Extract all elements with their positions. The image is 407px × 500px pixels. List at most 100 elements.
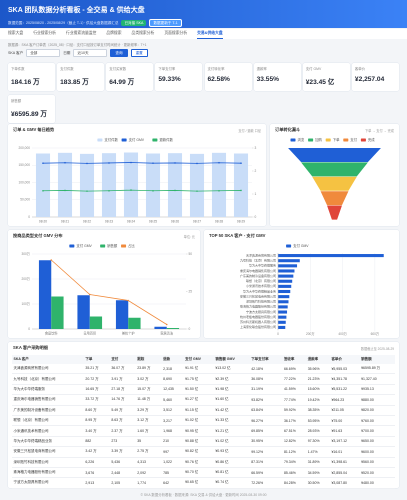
table-cell: 20.72 万 (83, 373, 110, 385)
table-cell: 67.51% (282, 425, 307, 437)
table-cell: 85.46% (282, 467, 307, 479)
table-cell: 15.07 万 (135, 384, 162, 396)
kpi-value: ¥23.45 亿 (305, 79, 335, 86)
kpi-value: 62.58% (207, 76, 230, 83)
tab[interactable]: 品类搜索分析 (131, 31, 155, 35)
kpi-card: 客单价 ¥2,257.04 (351, 63, 399, 91)
legend-swatch (100, 244, 106, 248)
table-cell: 3,676 (83, 467, 110, 479)
filter-select[interactable]: 近10天 (73, 49, 108, 58)
chart-note: 下单 → 支付 → 完成 (364, 128, 394, 133)
table-cell: 19.42% (306, 394, 330, 406)
column-header: 签收率 (282, 355, 307, 364)
table-cell: ¥1.02 亿 (183, 415, 214, 427)
table-cell: 36.07 万 (109, 364, 136, 375)
y-tick-label: 珠海格力电器股份有限公司 (240, 304, 276, 309)
point (152, 162, 154, 164)
point (42, 162, 44, 164)
chart-panel: TOP 50 SKA 客户 - 支付 GMV 支付 GMV 0 200万 400万 600… (204, 230, 399, 338)
table-cell: 小米通讯技术有限公司 (12, 425, 84, 437)
table-cell: ¥0.74 亿 (213, 477, 250, 489)
y-tick-label: 苏州科沃斯机器人有限公司 (240, 319, 276, 324)
tab[interactable]: 搜索大盘 (8, 31, 24, 35)
column-header: SKA 客户 (12, 355, 84, 364)
tab[interactable]: 页面搜索分析 (164, 31, 188, 35)
table-cell: ¥1.02 亿 (213, 436, 250, 448)
table-cell: 5,460 (161, 394, 184, 406)
table-cell: 8.60 万 (83, 405, 110, 416)
x-tick-label: 08-27 (193, 219, 201, 223)
table-cell: 安徽三只松鼠电商有限公司 (12, 446, 84, 458)
table-cell: 66.69% (282, 364, 307, 375)
table-cell: 11.48 万 (135, 394, 162, 406)
table-cell: 77.74% (282, 394, 307, 406)
table-cell: 深圳拓竹科技有限公司 (12, 457, 84, 468)
column-header: 客单价 (329, 355, 360, 364)
table-cell: 87.31% (249, 457, 283, 468)
table-cell: 882 (83, 436, 110, 448)
table-cell: 36.17% (282, 415, 307, 427)
tab[interactable]: 行业搜索流量监控 (65, 31, 97, 35)
funnel-stage (288, 148, 381, 162)
table-cell: ¥650.00 (359, 436, 395, 448)
y-tick-label: 150,000 (18, 163, 30, 167)
filter-select[interactable]: 全部 (26, 49, 61, 58)
x-tick-label: 08-29 (237, 219, 245, 223)
funnel-stage (327, 205, 342, 220)
line (42, 162, 242, 164)
table-cell: 1,774 (135, 477, 162, 489)
table-cell: 1,022 (161, 457, 184, 468)
y-tick-label: 九号科技（北京）有限公司 (240, 257, 276, 262)
table-cell: ¥2,855.04 (329, 467, 360, 479)
column-header: 下单支付率 (249, 355, 283, 364)
table-cell: 九号科技（北京）有限公司 (12, 373, 84, 385)
kpi-value: ¥6595.89 万 (11, 111, 47, 118)
legend-swatch (121, 244, 127, 248)
table-cell: ¥0.81 亿 (213, 467, 250, 479)
bar (278, 284, 292, 288)
table-cell: 23.89 万 (135, 364, 162, 375)
table-note: 数据截止至 2025-08-29 (360, 346, 394, 351)
kpi-label: 下单件数 (11, 67, 25, 71)
table-cell: ¥16.01 (329, 446, 360, 458)
table-cell: 35.96% (306, 364, 330, 375)
table-row: 华为大中华终端精品业务 882 273 35 210 ¥0.88 亿 ¥1.02 亿 30.9… (12, 436, 395, 448)
table-cell: 34.59% (306, 467, 330, 479)
chart: 支付件数 支付 GMV 退款件数 0 50,000 100,000 150,000 200,0… (18, 137, 257, 223)
table-cell: 1,968 (161, 425, 184, 437)
table-cell: 99.12% (249, 446, 283, 458)
tab[interactable]: 品牌搜索 (106, 31, 122, 35)
table-cell: 2,318 (161, 364, 184, 375)
point (108, 189, 110, 192)
y2-tick-label: 1 (255, 192, 257, 196)
table-cell: 69.85% (249, 425, 283, 437)
y-tick-label: 200万 (21, 277, 30, 281)
chart-title: 订单 & GMV 每日趋势 (13, 127, 55, 132)
table-cell: ¥560.00 (359, 457, 395, 468)
bar (189, 153, 205, 217)
column-header: 销售额 (359, 355, 395, 364)
table-cell: ¥0.93 亿 (213, 446, 250, 458)
table-cell: 35 (135, 436, 162, 448)
table-cell: 77.22% (282, 373, 307, 385)
table-cell: 8.95 万 (83, 415, 110, 427)
table-cell: ¥211.05 (329, 405, 360, 416)
button[interactable]: 查询 (110, 49, 128, 58)
tab[interactable]: 行业搜索分析 (33, 31, 56, 35)
table-cell: 63.84% (249, 405, 283, 416)
kpi-card: 支付件数 183.85 万 (57, 63, 105, 91)
table-row: 安徽三只松鼠电商有限公司 3.42 万 3.39 万 2.75 万 997 ¥0.82 亿… (12, 446, 395, 458)
table-cell: 3.12 万 (135, 415, 162, 427)
table-cell: 1.60 万 (135, 425, 162, 437)
y2-tick-label: 0 (189, 327, 191, 331)
table-cell: 联想（北京）有限公司 (12, 415, 84, 427)
tab[interactable]: 交易&供给大盘 (197, 29, 223, 39)
table-cell: 66.59% (249, 467, 283, 479)
point (174, 189, 176, 192)
table-cell: ¥0.86 亿 (213, 457, 250, 468)
legend-label: 退款件数 (159, 137, 173, 142)
legend-swatch (360, 138, 366, 142)
button[interactable]: 重置 (130, 49, 148, 58)
table-cell: 2,092 (135, 467, 162, 479)
table-cell: 3.29 万 (135, 405, 162, 416)
